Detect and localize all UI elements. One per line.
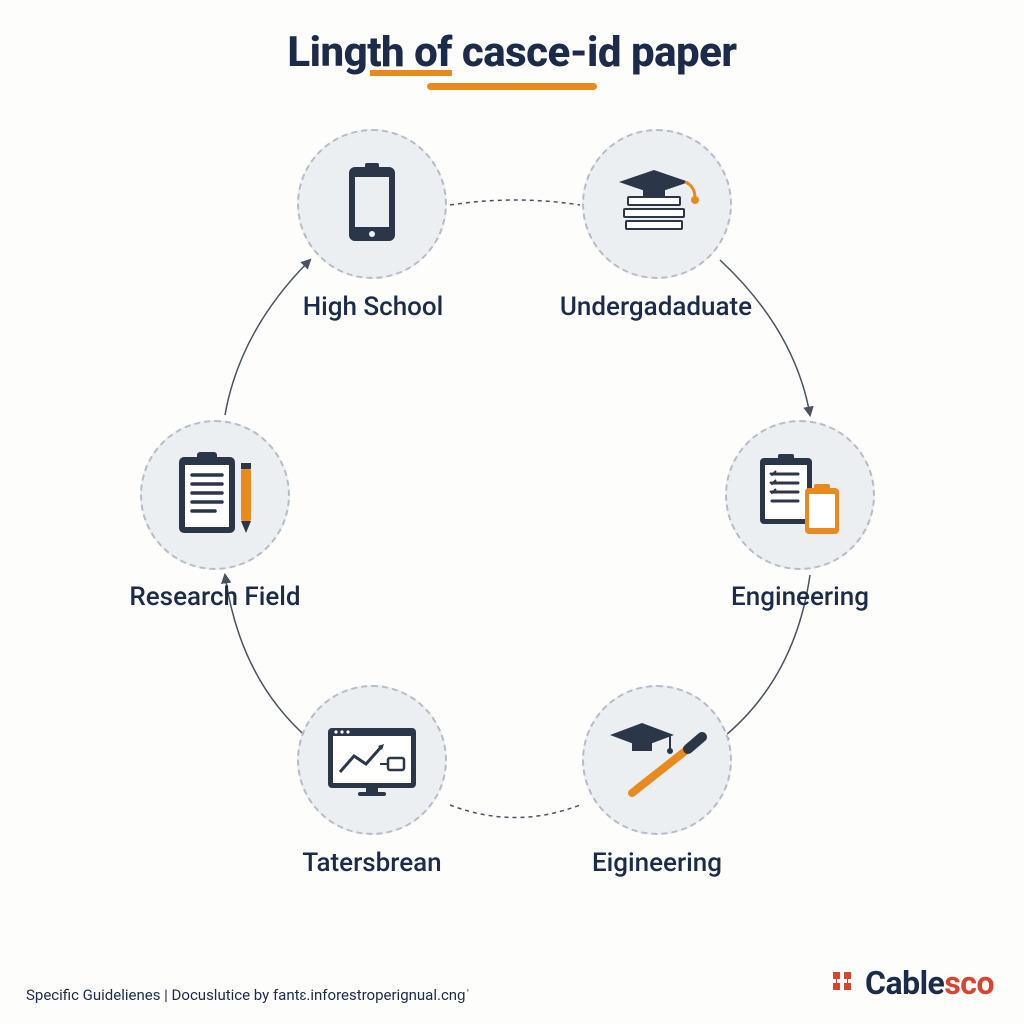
clipboard-pencil-icon — [165, 447, 265, 543]
title-underline — [427, 83, 597, 90]
brand-name: Cablesco — [865, 964, 994, 1002]
brand-text-accent: sco — [944, 964, 994, 1002]
checklist-phone-icon — [750, 450, 850, 540]
node-engineering — [725, 420, 875, 570]
graduation-baton-icon — [602, 715, 712, 805]
label-eigineering: Eigineering — [582, 848, 732, 878]
footer-brand: Cablesco — [827, 964, 994, 1002]
title-part-2: casce-id paper — [452, 28, 737, 77]
edge-research-highschool — [225, 260, 310, 415]
footer-caption: Specific Guidelienes | Docuslutice by fa… — [26, 986, 470, 1004]
tablet-icon — [337, 159, 407, 249]
edge-highschool-undergrad — [450, 200, 580, 205]
node-tatersbrean — [297, 685, 447, 835]
node-high-school — [297, 129, 447, 279]
label-research-field: Research Field — [95, 582, 335, 612]
dashboard-icon — [322, 722, 422, 798]
label-undergraduate: Undergadaduate — [556, 292, 756, 322]
node-research-field — [140, 420, 290, 570]
edge-undergrad-engineering — [720, 260, 810, 415]
graduation-books-icon — [607, 164, 707, 244]
title-block: Lingth of casce-id paper — [0, 28, 1024, 90]
title-part-1: Lin — [287, 28, 343, 77]
page-title: Lingth of casce-id paper — [287, 28, 736, 77]
label-high-school: High School — [298, 292, 448, 322]
label-engineering: Engineering — [720, 582, 880, 612]
brand-text-main: Cable — [865, 964, 944, 1002]
node-undergraduate — [582, 129, 732, 279]
brand-logo-icon — [827, 968, 857, 998]
edge-tatersbrean-eigineering — [450, 805, 580, 818]
title-emphasis: gth of — [344, 28, 452, 77]
label-tatersbrean: Tatersbrean — [297, 848, 447, 878]
node-eigineering — [582, 685, 732, 835]
